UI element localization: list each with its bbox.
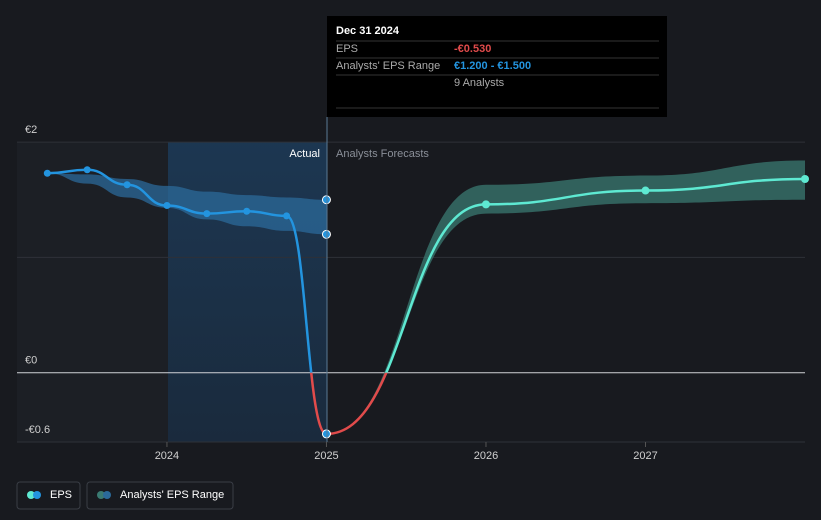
legend-label: EPS	[50, 489, 72, 501]
forecast-point	[641, 186, 650, 195]
tooltip-note: 9 Analysts	[454, 77, 505, 89]
legend-swatch	[97, 491, 105, 499]
eps-point	[243, 207, 251, 215]
range-band	[47, 173, 327, 235]
legend-swatch	[33, 491, 41, 499]
x-tick-label: 2027	[633, 450, 657, 462]
tooltip: Dec 31 2024 EPS -€0.530 Analysts' EPS Ra…	[327, 16, 667, 117]
eps-point	[203, 210, 211, 218]
tooltip-label: EPS	[336, 43, 358, 55]
legend-button[interactable]	[16, 481, 81, 510]
legend-swatch	[27, 491, 35, 499]
forecast-point	[801, 174, 809, 183]
legend: EPS Analysts' EPS Range	[16, 481, 234, 510]
forecast-line-negative	[326, 372, 388, 436]
eps-point	[43, 169, 51, 177]
eps-point	[283, 212, 291, 220]
x-tick-label: 2026	[474, 450, 498, 462]
forecast-point	[481, 200, 490, 209]
y-tick-label: €2	[25, 124, 37, 136]
eps-point	[163, 202, 171, 210]
eps-point	[321, 429, 331, 439]
forecast-line	[384, 177, 806, 373]
legend-swatch	[103, 491, 111, 499]
x-tick-label: 2024	[155, 450, 179, 462]
range-point	[321, 195, 331, 205]
tooltip-value: €1.200 - €1.500	[454, 60, 531, 72]
legend-button[interactable]	[86, 481, 234, 510]
range-band	[326, 160, 805, 434]
tooltip-box	[327, 16, 667, 117]
y-tick-label: -€0.6	[25, 424, 50, 436]
legend-label: Analysts' EPS Range	[120, 489, 224, 501]
eps-point	[123, 181, 131, 189]
tooltip-label: Analysts' EPS Range	[336, 60, 440, 72]
range-point	[321, 229, 331, 239]
eps-point	[83, 166, 91, 174]
x-tick-label: 2025	[314, 450, 338, 462]
tooltip-date: Dec 31 2024	[336, 25, 400, 37]
y-tick-label: €0	[25, 355, 37, 367]
forecast-label: Analysts Forecasts	[336, 148, 429, 160]
tooltip-value: -€0.530	[454, 43, 491, 55]
actual-label: Actual	[289, 148, 320, 160]
